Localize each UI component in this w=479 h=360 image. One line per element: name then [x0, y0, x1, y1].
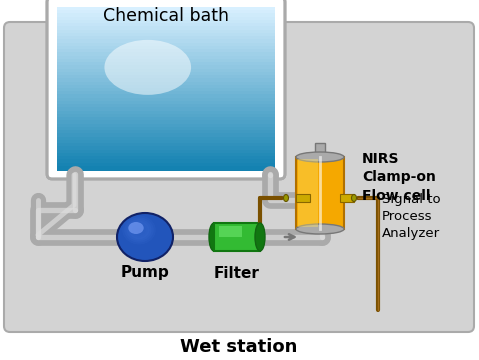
Bar — [57, 111, 275, 116]
Bar — [57, 166, 275, 171]
Bar — [57, 81, 275, 86]
Ellipse shape — [352, 194, 356, 202]
Ellipse shape — [296, 152, 344, 162]
Bar — [315, 143, 325, 159]
Bar — [57, 7, 275, 12]
Bar — [57, 120, 275, 125]
Ellipse shape — [135, 226, 143, 234]
Bar — [57, 68, 275, 73]
Bar — [340, 194, 354, 202]
Ellipse shape — [133, 225, 145, 235]
Bar — [57, 159, 275, 164]
Bar — [57, 130, 275, 135]
Bar — [57, 94, 275, 99]
Ellipse shape — [124, 217, 154, 243]
Bar — [57, 127, 275, 132]
Bar — [296, 194, 310, 202]
Bar — [57, 85, 275, 90]
Bar — [57, 72, 275, 77]
FancyBboxPatch shape — [47, 0, 285, 179]
Text: Signal to
Process
Analyzer: Signal to Process Analyzer — [382, 193, 441, 240]
Bar — [57, 20, 275, 25]
Bar — [296, 157, 344, 229]
Bar — [57, 162, 275, 167]
Ellipse shape — [117, 213, 173, 261]
Bar — [57, 140, 275, 145]
Bar — [298, 159, 318, 227]
Bar — [57, 55, 275, 60]
Bar — [57, 23, 275, 28]
Bar — [57, 88, 275, 93]
Bar — [57, 91, 275, 96]
Bar — [57, 107, 275, 112]
Bar — [57, 123, 275, 129]
Ellipse shape — [126, 219, 151, 241]
Bar — [57, 49, 275, 54]
Ellipse shape — [122, 216, 156, 244]
Ellipse shape — [284, 194, 288, 202]
Bar — [57, 75, 275, 80]
Bar — [57, 133, 275, 138]
Bar — [57, 98, 275, 103]
Bar — [57, 59, 275, 64]
Bar — [57, 39, 275, 44]
Bar — [57, 62, 275, 67]
Bar — [57, 46, 275, 51]
Bar — [57, 33, 275, 38]
Bar — [57, 52, 275, 57]
Bar — [57, 117, 275, 122]
Bar — [57, 10, 275, 15]
Bar — [57, 143, 275, 148]
Text: Wet station: Wet station — [180, 338, 297, 356]
Bar — [57, 30, 275, 35]
Bar — [57, 36, 275, 41]
Ellipse shape — [296, 224, 344, 234]
Bar — [57, 13, 275, 18]
Ellipse shape — [255, 223, 265, 251]
Ellipse shape — [209, 223, 219, 251]
Bar — [57, 26, 275, 31]
Bar — [57, 65, 275, 70]
Text: Filter: Filter — [214, 266, 260, 280]
Bar — [57, 42, 275, 48]
Bar — [57, 101, 275, 106]
Text: NIRS
Clamp-on
Flow cell: NIRS Clamp-on Flow cell — [362, 152, 436, 203]
Bar — [57, 17, 275, 22]
Bar — [57, 153, 275, 158]
Bar — [219, 226, 242, 237]
Ellipse shape — [128, 221, 149, 239]
Text: Chemical bath: Chemical bath — [103, 7, 229, 25]
Bar — [57, 156, 275, 161]
Bar — [57, 78, 275, 83]
FancyBboxPatch shape — [4, 22, 474, 332]
Bar — [214, 223, 260, 251]
Bar — [57, 136, 275, 141]
Bar — [57, 146, 275, 151]
Text: Pump: Pump — [121, 266, 170, 280]
Bar — [57, 149, 275, 154]
Ellipse shape — [137, 228, 141, 232]
Bar — [57, 104, 275, 109]
Ellipse shape — [104, 40, 191, 95]
Bar — [57, 114, 275, 119]
Ellipse shape — [131, 223, 148, 237]
Ellipse shape — [128, 222, 144, 234]
